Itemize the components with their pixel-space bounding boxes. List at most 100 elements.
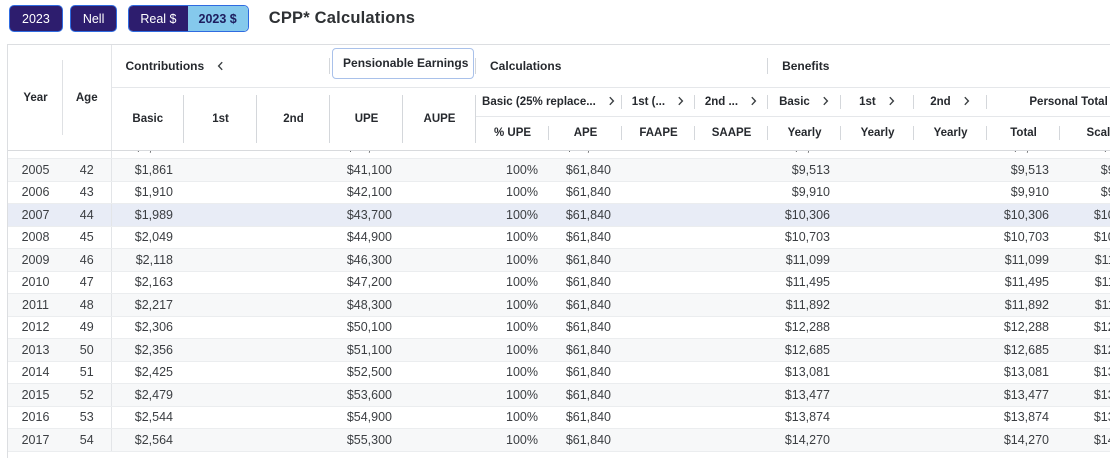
pct-upe-cell: 100%	[476, 361, 549, 384]
1st-contribution-cell	[184, 293, 257, 317]
basic-contribution-cell: $2,306	[111, 316, 184, 339]
personal-total-label: Personal Total	[1029, 95, 1108, 108]
table-row[interactable]: 2007 44 $1,989 $43,700 100% $61,840 $10,…	[8, 203, 1110, 227]
personal-total-cell: $10,306	[987, 203, 1060, 227]
table-row[interactable]: 2013 50 $2,356 $51,100 100% $61,840 $12,…	[8, 338, 1110, 362]
2nd-yearly-benefit-cell	[914, 428, 987, 452]
year-cell: 2013	[8, 338, 63, 362]
pct-upe-cell: 100%	[476, 338, 549, 362]
table-row[interactable]: 2015 52 $2,479 $53,600 100% $61,840 $13,…	[8, 383, 1110, 407]
benefits-basic-subgroup-header[interactable]: Basic	[768, 87, 842, 117]
basic-contribution-cell: $2,217	[111, 293, 184, 317]
year-cell: 2005	[8, 158, 63, 182]
table-row[interactable]: 2012 49 $2,306 $50,100 100% $61,840 $12,…	[8, 316, 1110, 339]
table-row[interactable]: 2014 51 $2,425 $52,500 100% $61,840 $13,…	[8, 361, 1110, 384]
basic-yearly-benefit-cell: $13,081	[768, 361, 841, 384]
table-row[interactable]: 2010 47 $2,163 $47,200 100% $61,840 $11,…	[8, 271, 1110, 294]
scaled-total-cell: $11,495	[1060, 271, 1110, 294]
year-cell: 2016	[8, 406, 63, 429]
scaled-total-cell: $11,099	[1060, 248, 1110, 272]
1st-yearly-benefit-cell	[841, 151, 914, 159]
pct-upe-cell: 100%	[476, 316, 549, 339]
faape-cell	[622, 203, 695, 227]
ape-column-header: APE	[549, 116, 623, 150]
benefits-group-header: Benefits	[768, 45, 1110, 88]
ape-cell: $61,840	[549, 338, 622, 362]
table-row[interactable]: 2017 54 $2,564 $55,300 100% $61,840 $14,…	[8, 428, 1110, 452]
1st-yearly-benefit-cell	[841, 383, 914, 407]
table-row[interactable]: 2004 41 $1,831 $40,500 100% $61,840 $9,1…	[8, 151, 1110, 159]
1st-contribution-cell	[184, 361, 257, 384]
aupe-cell	[403, 338, 476, 362]
table-row[interactable]: 2016 53 $2,544 $54,900 100% $61,840 $13,…	[8, 406, 1110, 429]
scaled-total-cell: $12,288	[1060, 316, 1110, 339]
upe-cell: $51,100	[330, 338, 403, 362]
benefits-1st-subgroup-header[interactable]: 1st	[841, 87, 915, 117]
calc-2nd-subgroup-header[interactable]: 2nd ...	[695, 87, 769, 117]
basic-yearly-benefit-cell: $13,874	[768, 406, 841, 429]
calc-1st-subgroup-header[interactable]: 1st (...	[622, 87, 696, 117]
upe-cell: $40,500	[330, 151, 403, 159]
faape-cell	[622, 151, 695, 159]
pensionable-earnings-selected-box[interactable]: Pensionable Earnings	[332, 48, 475, 79]
personal-total-cell: $13,477	[987, 383, 1060, 407]
table-row[interactable]: 2006 43 $1,910 $42,100 100% $61,840 $9,9…	[8, 181, 1110, 204]
age-cell: 50	[63, 338, 112, 362]
2nd-yearly-benefit-cell	[914, 316, 987, 339]
table-body-viewport[interactable]: 2004 41 $1,831 $40,500 100% $61,840 $9,1…	[8, 151, 1110, 458]
age-cell: 48	[63, 293, 112, 317]
2nd-yearly-benefit-cell	[914, 181, 987, 204]
saape-cell	[695, 361, 768, 384]
year-2023-button[interactable]: 2023	[9, 5, 63, 32]
chevron-right-icon	[678, 97, 684, 106]
cpp-calculations-table: Year Age Contributions Pensionable Earni…	[7, 44, 1110, 458]
basic-yearly-benefit-cell: $11,099	[768, 248, 841, 272]
1st-yearly-benefit-cell	[841, 226, 914, 249]
nell-button[interactable]: Nell	[69, 5, 118, 32]
aupe-column-header: AUPE	[403, 87, 477, 150]
personal-total-cell: $12,685	[987, 338, 1060, 362]
real-dollar-toggle-option[interactable]: Real $	[129, 6, 188, 31]
age-cell: 54	[63, 428, 112, 452]
aupe-cell	[403, 428, 476, 452]
faape-column-header: FAAPE	[622, 116, 696, 150]
age-cell: 42	[63, 158, 112, 182]
pct-upe-cell: 100%	[476, 293, 549, 317]
2nd-contribution-cell	[257, 181, 330, 204]
table-row[interactable]: 2005 42 $1,861 $41,100 100% $61,840 $9,5…	[8, 158, 1110, 182]
upe-cell: $43,700	[330, 203, 403, 227]
1st-yearly-benefit-cell	[841, 338, 914, 362]
2nd-contribution-cell	[257, 271, 330, 294]
2nd-yearly-column-header: Yearly	[914, 116, 988, 150]
faape-cell	[622, 316, 695, 339]
1st-contribution-cell	[184, 226, 257, 249]
contributions-basic-column-header: Basic	[111, 87, 184, 150]
2nd-yearly-benefit-cell	[914, 293, 987, 317]
personal-total-cell: $9,117	[987, 151, 1060, 159]
saape-cell	[695, 316, 768, 339]
table-row[interactable]: 2011 48 $2,217 $48,300 100% $61,840 $11,…	[8, 293, 1110, 317]
basic-contribution-cell: $2,163	[111, 271, 184, 294]
table-row[interactable]: 2008 45 $2,049 $44,900 100% $61,840 $10,…	[8, 226, 1110, 249]
calculations-label: Calculations	[490, 59, 562, 74]
year-cell: 2009	[8, 248, 63, 272]
scaled-total-cell: $13,081	[1060, 361, 1110, 384]
upe-cell: $50,100	[330, 316, 403, 339]
personal-total-cell: $9,910	[987, 181, 1060, 204]
1st-yearly-benefit-cell	[841, 248, 914, 272]
scaled-total-cell: $9,513	[1060, 158, 1110, 182]
basic-contribution-cell: $1,861	[111, 158, 184, 182]
chevron-right-icon	[823, 97, 829, 106]
2023-dollar-toggle-option[interactable]: 2023 $	[187, 6, 248, 31]
table-row[interactable]: 2009 46 $2,118 $46,300 100% $61,840 $11,…	[8, 248, 1110, 272]
chevron-right-icon	[751, 97, 757, 106]
basic-contribution-cell: $2,425	[111, 361, 184, 384]
basic-yearly-benefit-cell: $9,513	[768, 158, 841, 182]
1st-yearly-benefit-cell	[841, 316, 914, 339]
1st-yearly-benefit-cell	[841, 203, 914, 227]
contributions-group-header[interactable]: Contributions	[111, 45, 331, 88]
personal-total-cell: $11,099	[987, 248, 1060, 272]
1st-yearly-benefit-cell	[841, 158, 914, 182]
benefits-2nd-subgroup-header[interactable]: 2nd	[914, 87, 988, 117]
calc-basic-subgroup-header[interactable]: Basic (25% replace...	[476, 87, 623, 117]
